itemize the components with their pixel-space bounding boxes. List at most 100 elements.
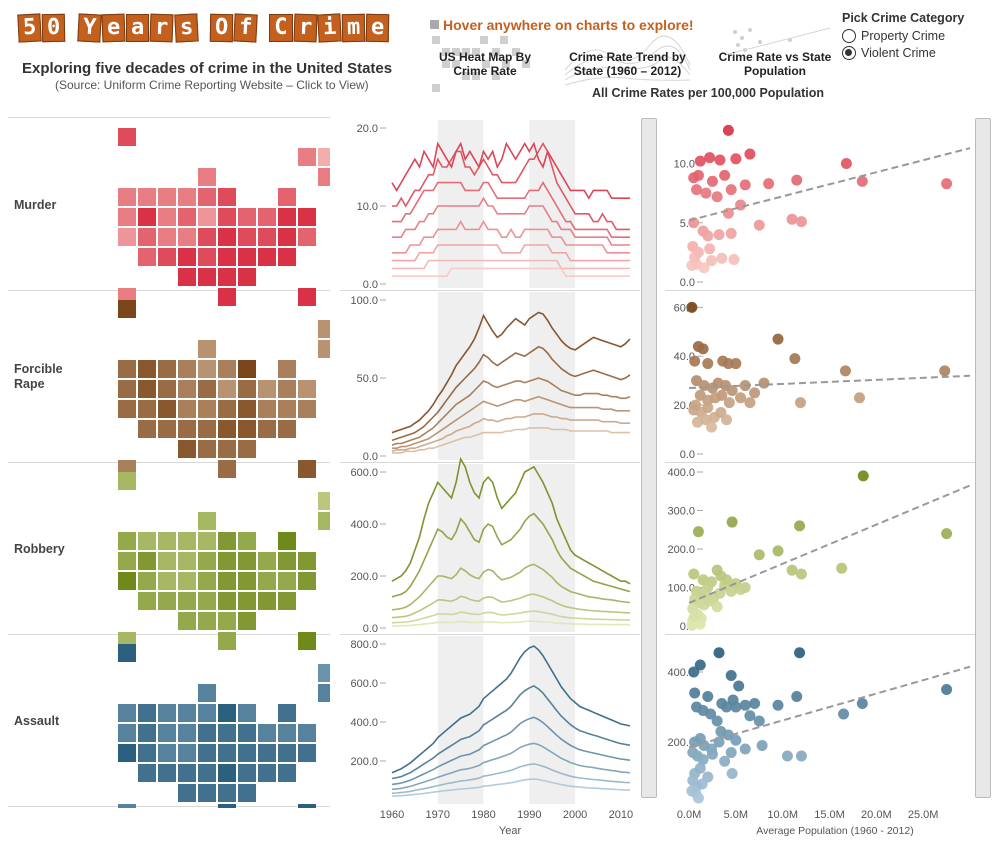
state-tile xyxy=(198,360,216,378)
state-trend-line xyxy=(391,377,631,446)
x-tick-label: 5.0M xyxy=(724,809,748,821)
state-trend-line xyxy=(392,259,630,270)
highlight-band xyxy=(529,464,576,632)
state-tile xyxy=(278,360,296,378)
state-point xyxy=(690,399,702,411)
state-trend-line xyxy=(392,196,630,246)
trend-scrollbar[interactable] xyxy=(641,118,657,798)
state-tile xyxy=(238,532,256,550)
state-tile xyxy=(258,572,276,590)
state-tile xyxy=(298,724,316,742)
state-point xyxy=(749,698,761,709)
state-point xyxy=(836,562,848,574)
state-tile xyxy=(118,644,136,662)
radio-selected-icon xyxy=(842,46,856,60)
state-tile xyxy=(178,532,196,550)
nav-scatter-button[interactable]: Crime Rate vs State Population xyxy=(718,50,832,78)
scatter-scrollbar[interactable] xyxy=(975,118,991,798)
state-point xyxy=(726,516,738,528)
state-tile xyxy=(138,208,156,226)
state-tile xyxy=(238,784,256,802)
state-tile xyxy=(238,208,256,226)
state-tile xyxy=(278,228,296,246)
state-point xyxy=(725,227,737,239)
state-point xyxy=(763,178,775,190)
x-axis-title: Average Population (1960 - 2012) xyxy=(756,825,913,837)
state-trend-line xyxy=(392,267,630,277)
title-letter: m xyxy=(341,13,366,43)
state-tile xyxy=(178,724,196,742)
radio-property-crime[interactable]: Property Crime xyxy=(842,29,945,43)
state-tile xyxy=(218,460,236,478)
state-tile xyxy=(198,592,216,610)
state-tile xyxy=(298,572,316,590)
state-point xyxy=(722,124,734,136)
nav-trend-button[interactable]: Crime Rate Trend by State (1960 – 2012) xyxy=(569,50,686,78)
y-tick-label: 100.0 xyxy=(667,583,695,595)
title-letter: e xyxy=(101,13,126,43)
state-tile xyxy=(278,724,296,742)
state-tile xyxy=(138,552,156,570)
nav-heatmap-button[interactable]: US Heat Map By Crime Rate xyxy=(438,50,532,78)
state-point xyxy=(730,153,742,165)
state-tile xyxy=(218,532,236,550)
state-point xyxy=(702,691,714,702)
state-tile xyxy=(198,380,216,398)
y-tick-label: 10.0 xyxy=(357,201,378,213)
divider xyxy=(8,806,330,807)
title-letter: e xyxy=(366,13,390,43)
state-point xyxy=(739,699,751,711)
state-point xyxy=(730,701,742,713)
state-tile xyxy=(318,684,330,702)
state-tile xyxy=(118,704,136,722)
trend-panel: 0.0 10.0 20.0 0.0 50.0 100.0 0.0 200.0 400.0 600.… xyxy=(350,120,633,837)
state-tile xyxy=(198,552,216,570)
state-tile xyxy=(198,268,216,286)
state-tile xyxy=(238,400,256,418)
radio-violent-crime[interactable]: Violent Crime xyxy=(842,46,936,60)
state-tile xyxy=(298,804,316,808)
state-point xyxy=(704,243,716,255)
state-tile xyxy=(198,724,216,742)
state-point xyxy=(840,158,852,170)
state-point xyxy=(714,154,726,166)
state-tile xyxy=(138,744,156,762)
state-tile xyxy=(158,208,176,226)
state-tile xyxy=(218,420,236,438)
state-tile xyxy=(158,360,176,378)
state-point xyxy=(786,213,798,225)
y-tick-label: 800.0 xyxy=(350,639,378,651)
state-tile xyxy=(138,592,156,610)
state-point xyxy=(702,402,714,414)
row-label-murder: Murder xyxy=(14,198,57,212)
state-point xyxy=(730,358,742,370)
state-point xyxy=(706,175,718,187)
state-point xyxy=(694,659,706,671)
state-trend-line xyxy=(391,345,631,442)
state-tile xyxy=(318,664,330,682)
state-point xyxy=(702,358,714,370)
state-point xyxy=(721,414,733,426)
subtitle: Exploring five decades of crime in the U… xyxy=(22,60,393,77)
state-point xyxy=(686,301,698,313)
state-tile xyxy=(198,188,216,206)
state-tile xyxy=(158,380,176,398)
state-tile xyxy=(218,744,236,762)
divider xyxy=(8,462,330,463)
state-point xyxy=(744,148,756,160)
state-tile xyxy=(178,552,196,570)
source-link[interactable]: (Source: Uniform Crime Reporting Website… xyxy=(55,78,369,92)
state-tile xyxy=(178,592,196,610)
state-tile xyxy=(278,744,296,762)
state-point xyxy=(696,778,708,790)
state-tile xyxy=(218,724,236,742)
state-tile xyxy=(218,228,236,246)
x-tick-label: 1970 xyxy=(426,809,450,821)
state-tile xyxy=(218,208,236,226)
divider xyxy=(340,290,640,291)
state-tile xyxy=(298,380,316,398)
divider xyxy=(665,634,975,635)
state-tile xyxy=(258,248,276,266)
state-tile xyxy=(118,724,136,742)
state-tile xyxy=(238,360,256,378)
